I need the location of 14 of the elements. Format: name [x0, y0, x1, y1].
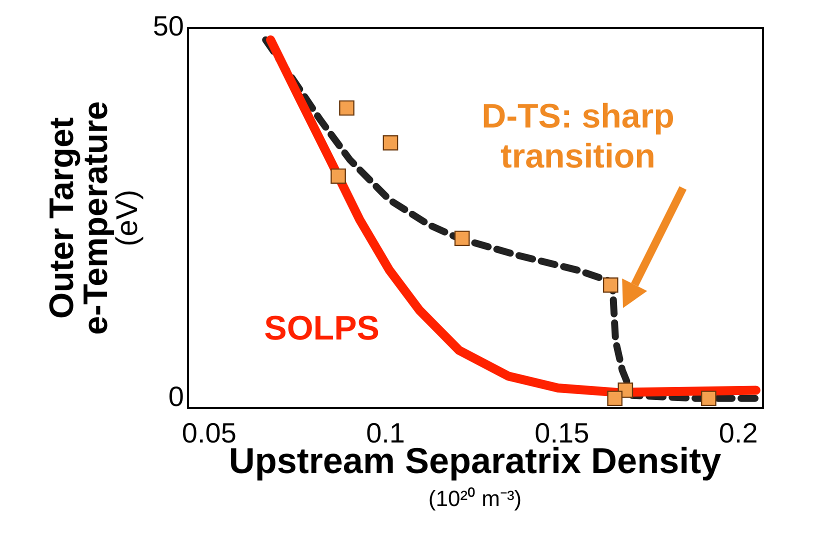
x-tick-label: 0.1 — [366, 418, 406, 449]
point — [382, 135, 398, 150]
annotation: D-TS: sharp transition — [482, 97, 674, 176]
point — [607, 390, 623, 406]
x-tick-label: 0.2 — [718, 418, 758, 449]
y-tick-label: 0 — [168, 381, 184, 412]
y-axis-title: Outer Target e-Temperature (eV) — [43, 101, 144, 335]
point — [701, 390, 716, 406]
point — [330, 168, 346, 184]
y-tick-label: 50 — [152, 10, 184, 42]
point — [602, 277, 618, 293]
point — [339, 100, 354, 116]
point — [454, 230, 470, 246]
series-label: SOLPS — [264, 310, 380, 348]
